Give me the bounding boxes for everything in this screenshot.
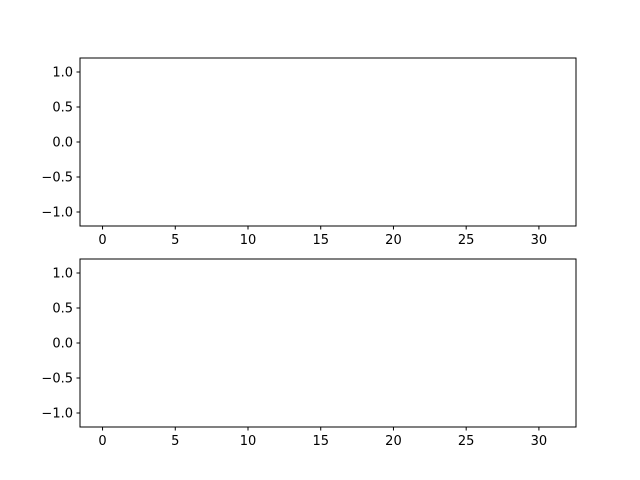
x-tick-label: 15 <box>312 434 329 449</box>
x-tick-label: 20 <box>385 233 402 248</box>
subplot-bottom: 0 5 10 15 20 25 30 −1.0 −0.5 0.0 0.5 1.0 <box>41 258 577 449</box>
y-tick-label: −1.0 <box>41 206 73 221</box>
y-tick-label: 1.0 <box>52 267 73 282</box>
axes-frame <box>79 57 577 227</box>
x-tick-label: 15 <box>312 233 329 248</box>
x-tick-label: 30 <box>531 434 548 449</box>
x-tick-label: 5 <box>171 434 179 449</box>
subplot-top: 0 5 10 15 20 25 30 −1.0 −0.5 0.0 0.5 1.0 <box>41 57 577 248</box>
x-tick-label: 0 <box>98 434 106 449</box>
x-tick-label: 10 <box>240 434 257 449</box>
y-tick-label: 0.0 <box>52 337 73 352</box>
x-tick-label: 20 <box>385 434 402 449</box>
x-tick-label: 0 <box>98 233 106 248</box>
x-tick-label: 30 <box>531 233 548 248</box>
y-tick-label: 0.0 <box>52 136 73 151</box>
x-tick-label: 25 <box>458 233 475 248</box>
y-tick-label: 0.5 <box>52 302 73 317</box>
y-tick-label: −0.5 <box>41 171 73 186</box>
y-tick-label: −0.5 <box>41 372 73 387</box>
y-tick-label: 1.0 <box>52 66 73 81</box>
y-tick-label: −1.0 <box>41 407 73 422</box>
x-tick-label: 5 <box>171 233 179 248</box>
x-tick-label: 25 <box>458 434 475 449</box>
x-tick-label: 10 <box>240 233 257 248</box>
axes-frame <box>79 258 577 428</box>
y-tick-label: 0.5 <box>52 101 73 116</box>
